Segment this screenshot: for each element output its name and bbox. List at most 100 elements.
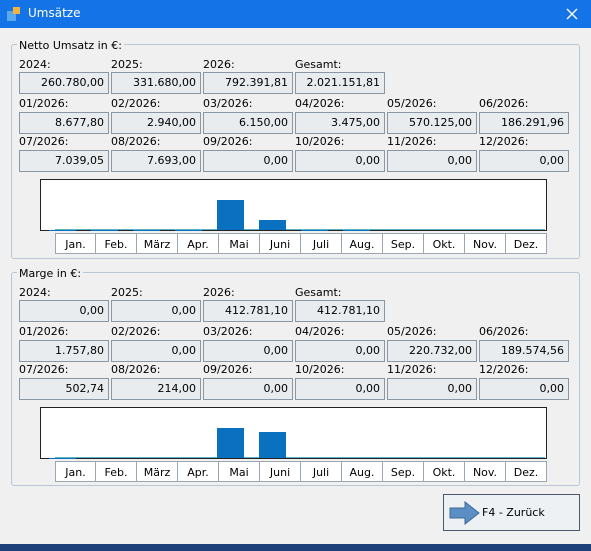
bar bbox=[258, 432, 286, 458]
axis-cell: Sep. bbox=[383, 461, 424, 482]
month-field: 6.150,00 bbox=[203, 112, 293, 134]
axis-cell: Mai bbox=[219, 461, 260, 482]
month-label: 04/2026: bbox=[295, 325, 345, 338]
year-label: 2025: bbox=[111, 58, 143, 71]
year-field: 2.021.151,81 bbox=[295, 72, 385, 94]
month-label: 06/2026: bbox=[479, 97, 529, 110]
axis-cell: Juli bbox=[301, 233, 342, 254]
title-bar: Umsätze bbox=[0, 0, 591, 28]
month-field: 8.677,80 bbox=[19, 112, 109, 134]
button-label: F4 - Zurück bbox=[482, 506, 545, 519]
group-label: Netto Umsatz in €: bbox=[17, 39, 124, 52]
month-label: 12/2026: bbox=[479, 363, 529, 376]
window-title: Umsätze bbox=[28, 6, 81, 20]
month-label: 05/2026: bbox=[387, 97, 437, 110]
year-field: 331.680,00 bbox=[111, 72, 201, 94]
month-field: 0,00 bbox=[387, 150, 477, 172]
axis-cell: Jan. bbox=[55, 233, 96, 254]
axis-cell: Nov. bbox=[465, 233, 506, 254]
month-label: 07/2026: bbox=[19, 135, 69, 148]
baseline bbox=[55, 229, 545, 230]
axis-cell: Nov. bbox=[465, 461, 506, 482]
axis-cell: März bbox=[137, 461, 178, 482]
bar bbox=[216, 200, 244, 230]
month-label: 03/2026: bbox=[203, 97, 253, 110]
group-label: Marge in €: bbox=[17, 267, 84, 280]
group-box bbox=[11, 44, 580, 259]
close-button[interactable] bbox=[564, 6, 580, 22]
month-axis: Jan. Feb. März Apr. Mai Juni Juli Aug. Sep. Okt. N… bbox=[55, 233, 547, 254]
month-field: 3.475,00 bbox=[295, 112, 385, 134]
year-field: 792.391,81 bbox=[203, 72, 293, 94]
back-button[interactable]: F4 - Zurück bbox=[443, 494, 580, 531]
background-strip bbox=[0, 544, 591, 551]
group-box bbox=[11, 272, 580, 486]
axis-cell: Juni bbox=[260, 233, 301, 254]
year-label: 2025: bbox=[111, 286, 143, 299]
month-label: 09/2026: bbox=[203, 363, 253, 376]
axis-cell: Okt. bbox=[424, 233, 465, 254]
axis-cell: Dez. bbox=[506, 233, 547, 254]
month-field: 186.291,96 bbox=[479, 112, 569, 134]
axis-cell: Aug. bbox=[342, 233, 383, 254]
month-field: 502,74 bbox=[19, 378, 109, 400]
month-field: 0,00 bbox=[203, 378, 293, 400]
arrow-icon bbox=[449, 501, 480, 525]
month-field: 0,00 bbox=[295, 378, 385, 400]
axis-cell: Feb. bbox=[96, 461, 137, 482]
month-label: 05/2026: bbox=[387, 325, 437, 338]
month-axis: Jan. Feb. März Apr. Mai Juni Juli Aug. Sep. Okt. N… bbox=[55, 461, 547, 482]
year-label: Gesamt: bbox=[295, 286, 342, 299]
month-label: 01/2026: bbox=[19, 97, 69, 110]
month-field: 7.693,00 bbox=[111, 150, 201, 172]
year-field: 412.781,10 bbox=[203, 300, 293, 322]
month-label: 01/2026: bbox=[19, 325, 69, 338]
year-label: 2024: bbox=[19, 58, 51, 71]
month-label: 08/2026: bbox=[111, 135, 161, 148]
axis-cell: Okt. bbox=[424, 461, 465, 482]
month-label: 04/2026: bbox=[295, 97, 345, 110]
month-label: 06/2026: bbox=[479, 325, 529, 338]
year-field: 0,00 bbox=[111, 300, 201, 322]
app-icon bbox=[7, 7, 20, 21]
month-field: 214,00 bbox=[111, 378, 201, 400]
month-field: 0,00 bbox=[479, 150, 569, 172]
bar-chart bbox=[40, 179, 547, 231]
month-field: 570.125,00 bbox=[387, 112, 477, 134]
axis-cell: Aug. bbox=[342, 461, 383, 482]
month-label: 10/2026: bbox=[295, 135, 345, 148]
month-label: 02/2026: bbox=[111, 97, 161, 110]
month-field: 189.574,56 bbox=[479, 340, 569, 362]
month-field: 0,00 bbox=[295, 150, 385, 172]
month-field: 0,00 bbox=[479, 378, 569, 400]
month-label: 03/2026: bbox=[203, 325, 253, 338]
month-label: 02/2026: bbox=[111, 325, 161, 338]
axis-cell: Jan. bbox=[55, 461, 96, 482]
year-field: 412.781,10 bbox=[295, 300, 385, 322]
year-field: 0,00 bbox=[19, 300, 109, 322]
axis-cell: Dez. bbox=[506, 461, 547, 482]
month-field: 2.940,00 bbox=[111, 112, 201, 134]
month-field: 1.757,80 bbox=[19, 340, 109, 362]
axis-cell: Mai bbox=[219, 233, 260, 254]
month-label: 08/2026: bbox=[111, 363, 161, 376]
axis-cell: Feb. bbox=[96, 233, 137, 254]
year-label: 2026: bbox=[203, 286, 235, 299]
month-field: 0,00 bbox=[203, 150, 293, 172]
month-label: 11/2026: bbox=[387, 363, 437, 376]
year-label: 2024: bbox=[19, 286, 51, 299]
bar-chart bbox=[40, 407, 547, 459]
month-label: 07/2026: bbox=[19, 363, 69, 376]
axis-cell: Apr. bbox=[178, 233, 219, 254]
axis-cell: März bbox=[137, 233, 178, 254]
baseline bbox=[55, 457, 545, 458]
month-field: 0,00 bbox=[387, 378, 477, 400]
month-field: 7.039,05 bbox=[19, 150, 109, 172]
month-label: 12/2026: bbox=[479, 135, 529, 148]
month-field: 0,00 bbox=[295, 340, 385, 362]
axis-cell: Apr. bbox=[178, 461, 219, 482]
axis-cell: Sep. bbox=[383, 233, 424, 254]
axis-cell: Juli bbox=[301, 461, 342, 482]
bar bbox=[258, 220, 286, 230]
